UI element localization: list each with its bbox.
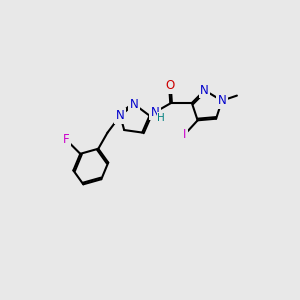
Text: H: H bbox=[158, 113, 165, 123]
Text: N: N bbox=[200, 84, 209, 97]
Text: N: N bbox=[151, 106, 159, 119]
Text: I: I bbox=[183, 128, 187, 141]
Text: O: O bbox=[165, 79, 175, 92]
Text: F: F bbox=[63, 134, 70, 146]
Text: N: N bbox=[218, 94, 226, 107]
Text: N: N bbox=[116, 109, 124, 122]
Text: N: N bbox=[130, 98, 139, 111]
